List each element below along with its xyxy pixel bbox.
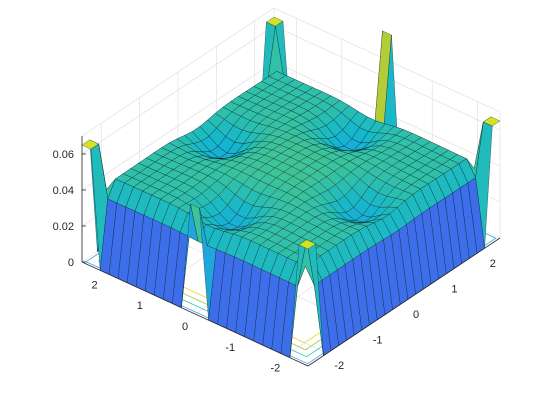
x-axis-line [307, 237, 501, 367]
y-tick-label: 2 [92, 279, 98, 291]
x-tick-label: 2 [490, 258, 496, 270]
x-tick-label: -2 [334, 360, 344, 372]
y-axis-line [81, 261, 309, 367]
y-tick-label: 0 [182, 321, 188, 333]
y-tick-label: -1 [225, 342, 235, 354]
z-tick-label: 0.06 [53, 149, 74, 161]
z-tick-label: 0 [68, 257, 74, 269]
y-tick-label: -2 [271, 363, 281, 375]
x-tick-label: 1 [451, 283, 457, 295]
z-tick-label: 0.04 [53, 185, 74, 197]
x-tick-label: 0 [413, 309, 419, 321]
tick-labels: 0 0.02 0.04 0.06 -2 -1 0 1 2 -2 -1 0 1 2 [53, 136, 501, 375]
surface-mesh [81, 16, 501, 358]
z-tick-label: 0.02 [53, 221, 74, 233]
x-tick-label: -1 [373, 335, 383, 347]
surface-patch [298, 239, 317, 250]
y-tick-label: 1 [137, 300, 143, 312]
grid-line [81, 7, 501, 137]
